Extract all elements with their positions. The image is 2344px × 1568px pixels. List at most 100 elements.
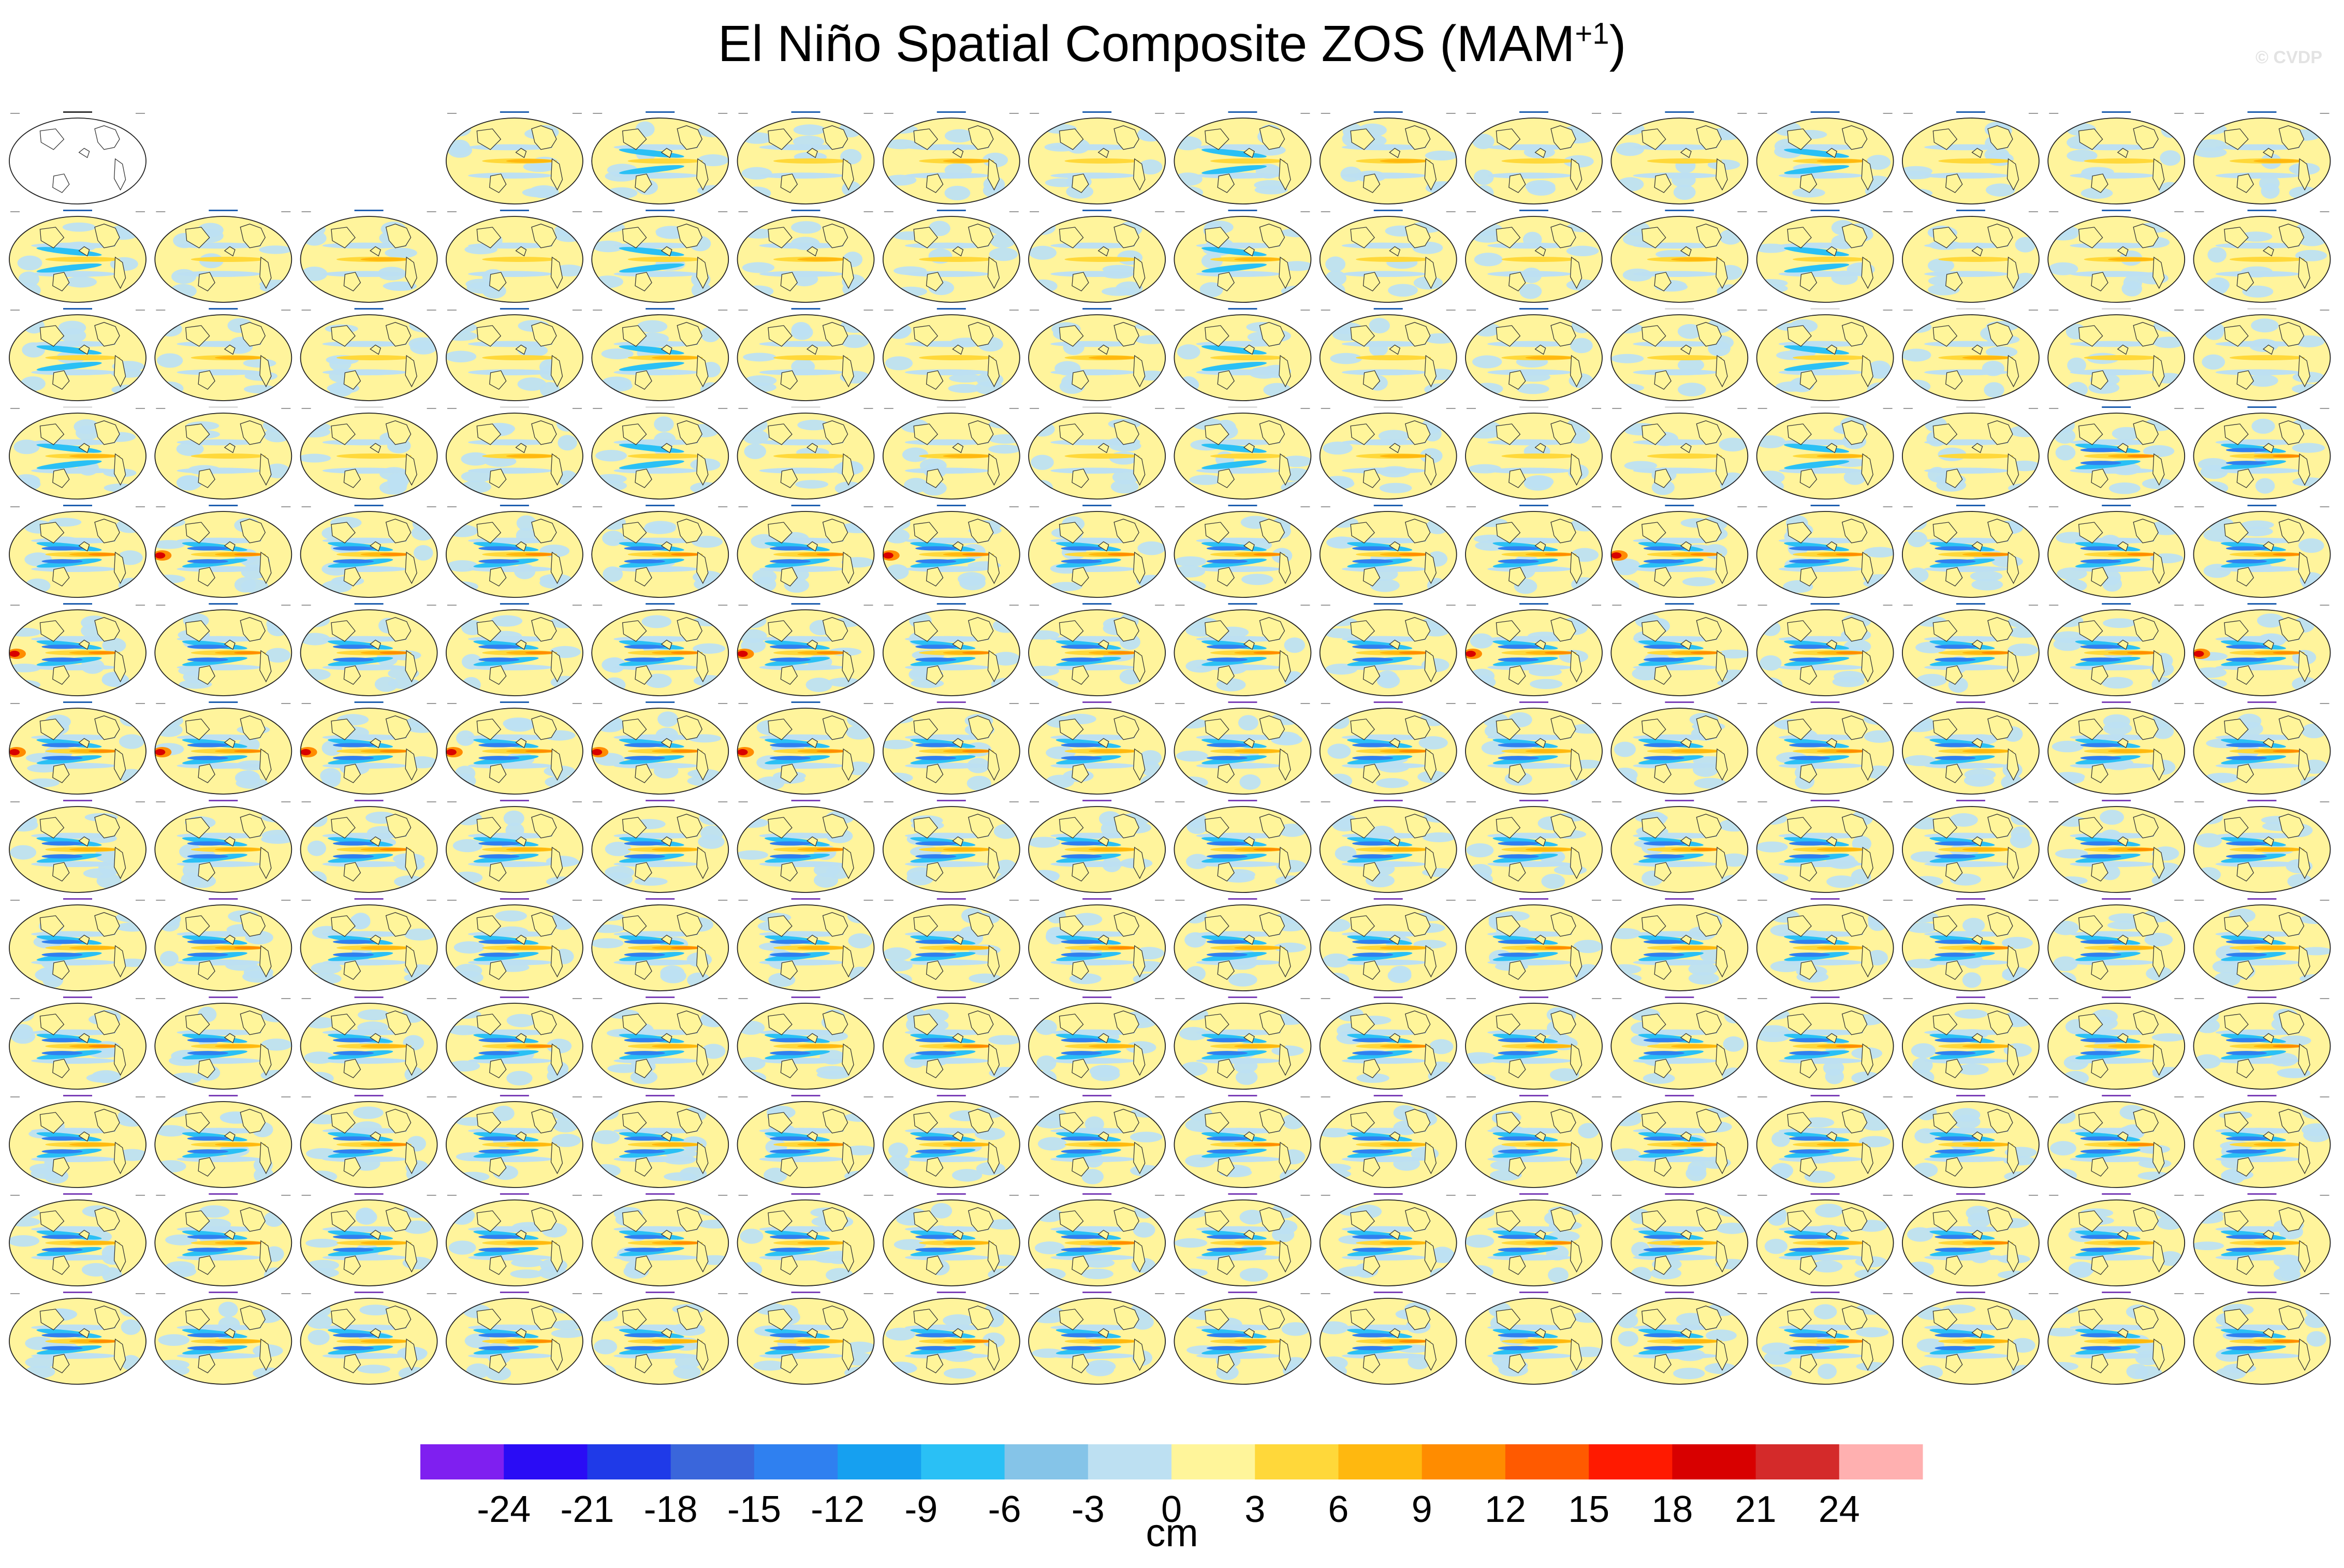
- panel-years-mark: [281, 506, 291, 507]
- panel-years-mark: [2194, 310, 2204, 311]
- colorbar-swatch: [838, 1444, 921, 1479]
- panel-years-mark: [1155, 998, 1165, 999]
- panel-title-mark: [209, 800, 238, 801]
- panel-title-mark: [791, 1095, 821, 1096]
- panel-years-mark: [1592, 1293, 1601, 1294]
- panel-years-mark: [1883, 310, 1893, 311]
- panel-years-mark: [2049, 1195, 2059, 1196]
- panel-title-mark: [1373, 603, 1403, 605]
- panel-years-mark: [2049, 801, 2059, 802]
- panel-years-mark: [593, 408, 603, 409]
- panel-years-mark: [1030, 113, 1039, 114]
- map-panel: [9, 1193, 146, 1286]
- map-panel: [591, 701, 729, 795]
- panel-years-mark: [1446, 506, 1456, 507]
- map-panel: [2193, 701, 2331, 795]
- panel-years-mark: [301, 1195, 311, 1196]
- map-panel: [446, 603, 583, 696]
- panel-years-mark: [2028, 998, 2038, 999]
- colorbar-tick-label: 12: [1485, 1489, 1526, 1530]
- map-panel: [1028, 1193, 1166, 1286]
- map-panel: [1028, 210, 1166, 303]
- colorbar-tick-label: -3: [1072, 1489, 1105, 1530]
- map-panel: [1319, 898, 1457, 991]
- panel-years-mark: [1903, 998, 1913, 999]
- map-panel: [446, 800, 583, 893]
- map-panel: [1465, 505, 1603, 598]
- map-panel: [300, 1193, 438, 1286]
- map-panel: [1319, 406, 1457, 500]
- map-panel: [591, 1292, 729, 1385]
- panel-title-mark: [791, 997, 821, 998]
- panel-years-mark: [1903, 801, 1913, 802]
- panel-years-mark: [10, 506, 20, 507]
- panel-years-mark: [1446, 703, 1456, 704]
- panel-title-mark: [209, 701, 238, 703]
- panel-title-mark: [2102, 210, 2131, 211]
- panel-title-mark: [936, 1292, 966, 1293]
- map-panel: [1756, 800, 1894, 893]
- title-text: El Niño Spatial Composite ZOS (MAM: [717, 15, 1575, 72]
- colorbar-units: cm: [1146, 1511, 1198, 1555]
- panel-title-mark: [2247, 1193, 2277, 1195]
- panel-title-mark: [1519, 603, 1548, 605]
- panel-years-mark: [136, 801, 145, 802]
- map-panel: [591, 1193, 729, 1286]
- map-panel: [154, 505, 292, 598]
- panel-years-mark: [1903, 506, 1913, 507]
- panel-title-mark: [63, 111, 92, 113]
- panel-years-mark: [2320, 113, 2330, 114]
- panel-years-mark: [593, 998, 603, 999]
- panel-title-mark: [500, 997, 529, 998]
- panel-title-mark: [1519, 701, 1548, 703]
- colorbar-tick-label: -15: [727, 1489, 781, 1530]
- panel-title-mark: [2102, 800, 2131, 801]
- colorbar-swatch: [921, 1444, 1005, 1479]
- map-panel: [1028, 111, 1166, 204]
- panel-title-mark: [63, 1292, 92, 1293]
- map-panel: [1901, 1193, 2040, 1286]
- map-panel: [300, 898, 438, 991]
- map-panel: [2193, 111, 2331, 204]
- panel-years-mark: [884, 900, 893, 901]
- panel-title-mark: [1956, 603, 1985, 605]
- panel-title-mark: [1082, 898, 1112, 900]
- panel-years-mark: [1612, 408, 1622, 409]
- map-panel: [154, 308, 292, 401]
- panel-title-mark: [2102, 308, 2131, 310]
- panel-years-mark: [2320, 801, 2330, 802]
- map-panel: [1028, 1095, 1166, 1188]
- panel-title-mark: [646, 997, 675, 998]
- panel-years-mark: [1592, 408, 1601, 409]
- panel-years-mark: [1757, 1096, 1767, 1097]
- panel-years-mark: [1030, 998, 1039, 999]
- panel-title-mark: [646, 1193, 675, 1195]
- panel-years-mark: [2194, 1096, 2204, 1097]
- map-panel: [1756, 1292, 1894, 1385]
- map-panel: [2193, 898, 2331, 991]
- panel-years-mark: [136, 605, 145, 606]
- panel-years-mark: [1467, 703, 1476, 704]
- panel-title-mark: [63, 997, 92, 998]
- map-panel: [1028, 406, 1166, 500]
- panel-years-mark: [2028, 113, 2038, 114]
- colorbar-tick-label: 3: [1244, 1489, 1265, 1530]
- panel-years-mark: [2174, 998, 2184, 999]
- panel-years-mark: [1300, 211, 1310, 212]
- panel-years-mark: [1446, 408, 1456, 409]
- panel-years-mark: [863, 1096, 873, 1097]
- map-panel: [2193, 603, 2331, 696]
- panel-title-mark: [1082, 997, 1112, 998]
- panel-years-mark: [2049, 211, 2059, 212]
- panel-years-mark: [2194, 211, 2204, 212]
- panel-years-mark: [301, 703, 311, 704]
- panel-years-mark: [572, 801, 582, 802]
- panel-years-mark: [1592, 703, 1601, 704]
- panel-years-mark: [427, 408, 436, 409]
- panel-years-mark: [281, 408, 291, 409]
- panel-years-mark: [301, 1293, 311, 1294]
- panel-years-mark: [1300, 998, 1310, 999]
- panel-years-mark: [2174, 408, 2184, 409]
- panel-years-mark: [718, 1293, 728, 1294]
